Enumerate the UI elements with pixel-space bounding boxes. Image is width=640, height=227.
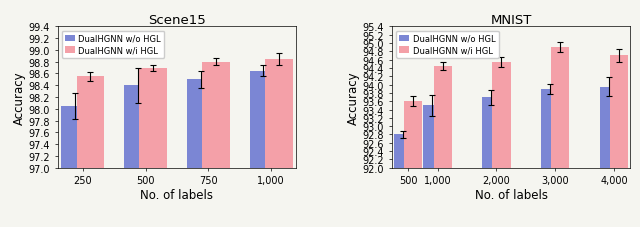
Bar xyxy=(424,106,442,227)
Bar xyxy=(77,77,104,227)
Y-axis label: Accuracy: Accuracy xyxy=(13,71,26,124)
Bar xyxy=(265,59,292,227)
Bar xyxy=(124,86,152,227)
Bar xyxy=(140,68,167,227)
Legend: DualHGNN w/o HGL, DualHGNN w/i HGL: DualHGNN w/o HGL, DualHGNN w/i HGL xyxy=(396,31,499,58)
Bar xyxy=(61,106,89,227)
Y-axis label: Accuracy: Accuracy xyxy=(347,71,360,124)
Bar xyxy=(202,62,230,227)
Bar xyxy=(551,48,570,227)
Bar xyxy=(433,67,452,227)
Title: Scene15: Scene15 xyxy=(148,14,206,27)
Bar xyxy=(610,56,628,227)
Bar xyxy=(404,102,422,227)
Bar xyxy=(187,80,214,227)
X-axis label: No. of labels: No. of labels xyxy=(475,188,548,201)
Bar xyxy=(394,135,412,227)
Bar xyxy=(600,87,618,227)
Title: MNIST: MNIST xyxy=(490,14,532,27)
X-axis label: No. of labels: No. of labels xyxy=(140,188,213,201)
Legend: DualHGNN w/o HGL, DualHGNN w/i HGL: DualHGNN w/o HGL, DualHGNN w/i HGL xyxy=(62,31,164,58)
Bar xyxy=(250,71,277,227)
Bar xyxy=(482,98,500,227)
Bar xyxy=(492,62,511,227)
Bar xyxy=(541,89,559,227)
